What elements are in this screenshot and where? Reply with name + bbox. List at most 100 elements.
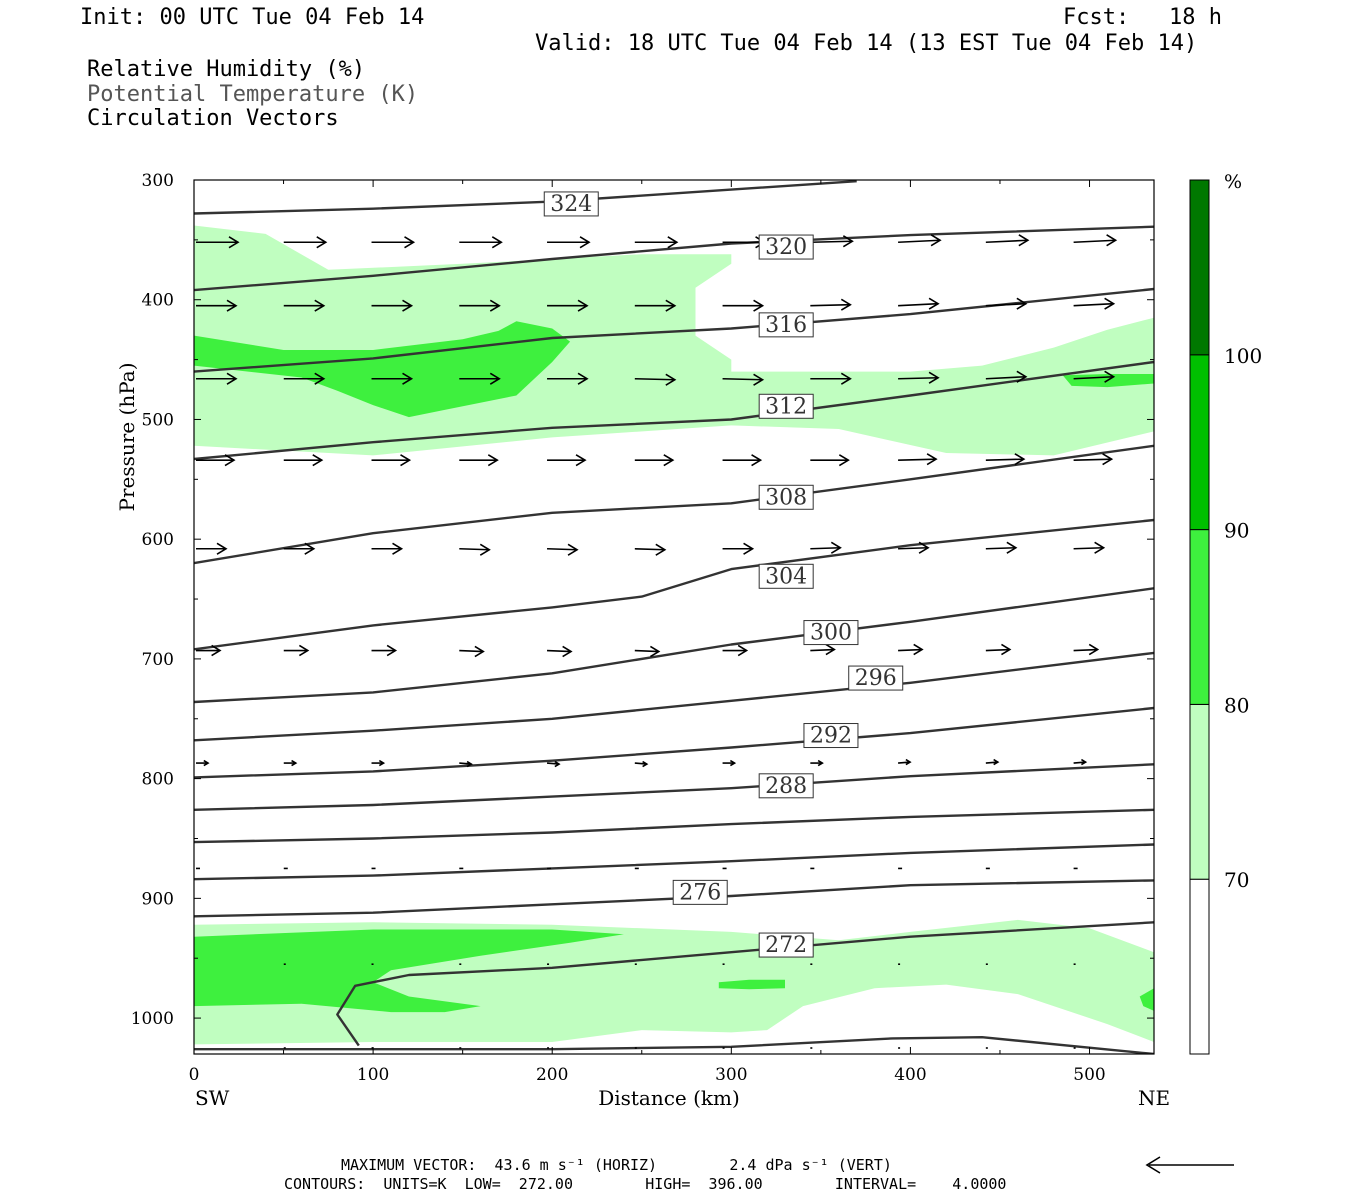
circulation-vector: [722, 454, 763, 467]
contour-label-text: 296: [855, 666, 897, 691]
circulation-vector: [985, 297, 1028, 310]
contour-label-box: [543, 191, 599, 217]
x-tick-label: 200: [536, 1065, 568, 1085]
vector-head: [392, 542, 404, 555]
vector-shaft: [985, 761, 998, 764]
y-tick-label: 300: [142, 171, 174, 191]
contour-label-288: 288: [758, 773, 814, 799]
vector-shaft: [459, 649, 484, 653]
vector-head: [1080, 758, 1088, 766]
circulation-vector: [547, 236, 591, 249]
contour-label-296: 296: [848, 665, 904, 691]
circulation-vector: [634, 645, 661, 658]
contour-label-box: [758, 393, 814, 419]
x-tick-label: 0: [189, 1065, 200, 1085]
vector-head: [203, 759, 210, 767]
vector-head: [838, 454, 850, 467]
x-tick-label: 300: [715, 1065, 747, 1085]
circulation-vector: [371, 454, 412, 467]
circulation-vector: [810, 759, 824, 767]
vector-shaft: [722, 377, 763, 381]
isentrope-284: [194, 808, 1154, 844]
colorbar-level-label: 100: [1224, 344, 1262, 368]
vector-head: [226, 299, 238, 312]
vector-shaft: [985, 302, 1026, 307]
circulation-vector: [1073, 297, 1116, 310]
colorbar-segment: [1189, 529, 1210, 705]
colorbar-level-label: 80: [1224, 693, 1249, 717]
isentrope-316: [194, 287, 1154, 373]
circulation-vector: [283, 236, 328, 249]
circulation-vector: [283, 299, 326, 312]
vector-head: [655, 543, 667, 556]
contour-label-text: 320: [765, 235, 807, 260]
circulation-vector: [1073, 453, 1114, 466]
x-axis-title: Distance (km): [598, 1086, 740, 1110]
contour-label-272: 272: [758, 932, 814, 958]
vector-head: [314, 299, 326, 312]
valid-time: Valid: 18 UTC Tue 04 Feb 14 (13 EST Tue …: [535, 31, 1198, 56]
isentrope-288: [194, 763, 1154, 811]
circulation-vector: [810, 235, 854, 248]
y-tick-label: 1000: [131, 1009, 174, 1029]
vector-head: [489, 372, 501, 385]
vector-head: [487, 454, 499, 467]
reference-vector-head: [1145, 1156, 1161, 1174]
contour-label-box: [758, 773, 814, 799]
contour-label-box: [758, 234, 814, 260]
vector-head: [577, 299, 589, 312]
colorbar-unit: %: [1224, 171, 1242, 193]
vector-head: [817, 759, 824, 767]
circulation-vector: [898, 297, 940, 310]
vector-shaft: [898, 546, 929, 550]
vector-head: [466, 760, 473, 768]
contour-label-text: 308: [765, 485, 807, 510]
circulation-vector: [1073, 758, 1088, 766]
contour-label-300: 300: [803, 620, 859, 646]
circulation-vector: [722, 759, 737, 767]
contour-label-text: 288: [765, 774, 807, 799]
contour-label-text: 300: [810, 621, 852, 646]
circulation-vector: [459, 645, 485, 658]
circulation-vector: [898, 758, 912, 766]
circulation-vector: [371, 759, 386, 767]
circulation-vector: [898, 371, 940, 384]
circulation-vector: [722, 236, 767, 249]
circulation-vector: [459, 299, 501, 312]
y-axis-title: Pressure (hPa): [115, 363, 139, 512]
vector-head: [825, 643, 836, 656]
vector-shaft: [898, 302, 939, 307]
vector-shaft: [1073, 648, 1098, 652]
vector-head: [291, 759, 298, 767]
circulation-vector: [634, 454, 675, 467]
vector-shaft: [810, 546, 841, 550]
isentrope-300: [194, 587, 1154, 704]
circulation-vector: [985, 643, 1012, 656]
vector-head: [211, 644, 222, 657]
vector-head: [226, 372, 238, 385]
contour-label-box: [803, 620, 859, 646]
contour-label-text: 276: [679, 880, 721, 905]
vector-head: [663, 454, 675, 467]
isentrope-324: [194, 180, 857, 215]
circulation-vector: [547, 299, 589, 312]
vector-shaft: [985, 458, 1024, 461]
max-vector-note: MAXIMUM VECTOR: 43.6 m s⁻¹ (HORIZ) 2.4 d…: [341, 1156, 892, 1174]
circulation-vector: [196, 454, 236, 467]
circulation-vector: [547, 372, 589, 385]
circulation-vector: [898, 234, 942, 247]
circulation-vector: [1073, 643, 1100, 656]
vector-head: [1094, 541, 1106, 554]
circulation-vector: [459, 760, 473, 768]
circulation-vector: [546, 760, 561, 768]
colorbar-segment: [1189, 703, 1210, 880]
isentrope-296: [194, 651, 1154, 742]
circulation-vector: [810, 372, 852, 385]
rh-region-80-2: [194, 321, 571, 418]
circulation-vector: [196, 299, 238, 312]
circulation-vector: [634, 299, 677, 312]
vector-head: [402, 372, 414, 385]
circulation-vector: [371, 236, 416, 249]
vector-head: [1104, 370, 1116, 383]
